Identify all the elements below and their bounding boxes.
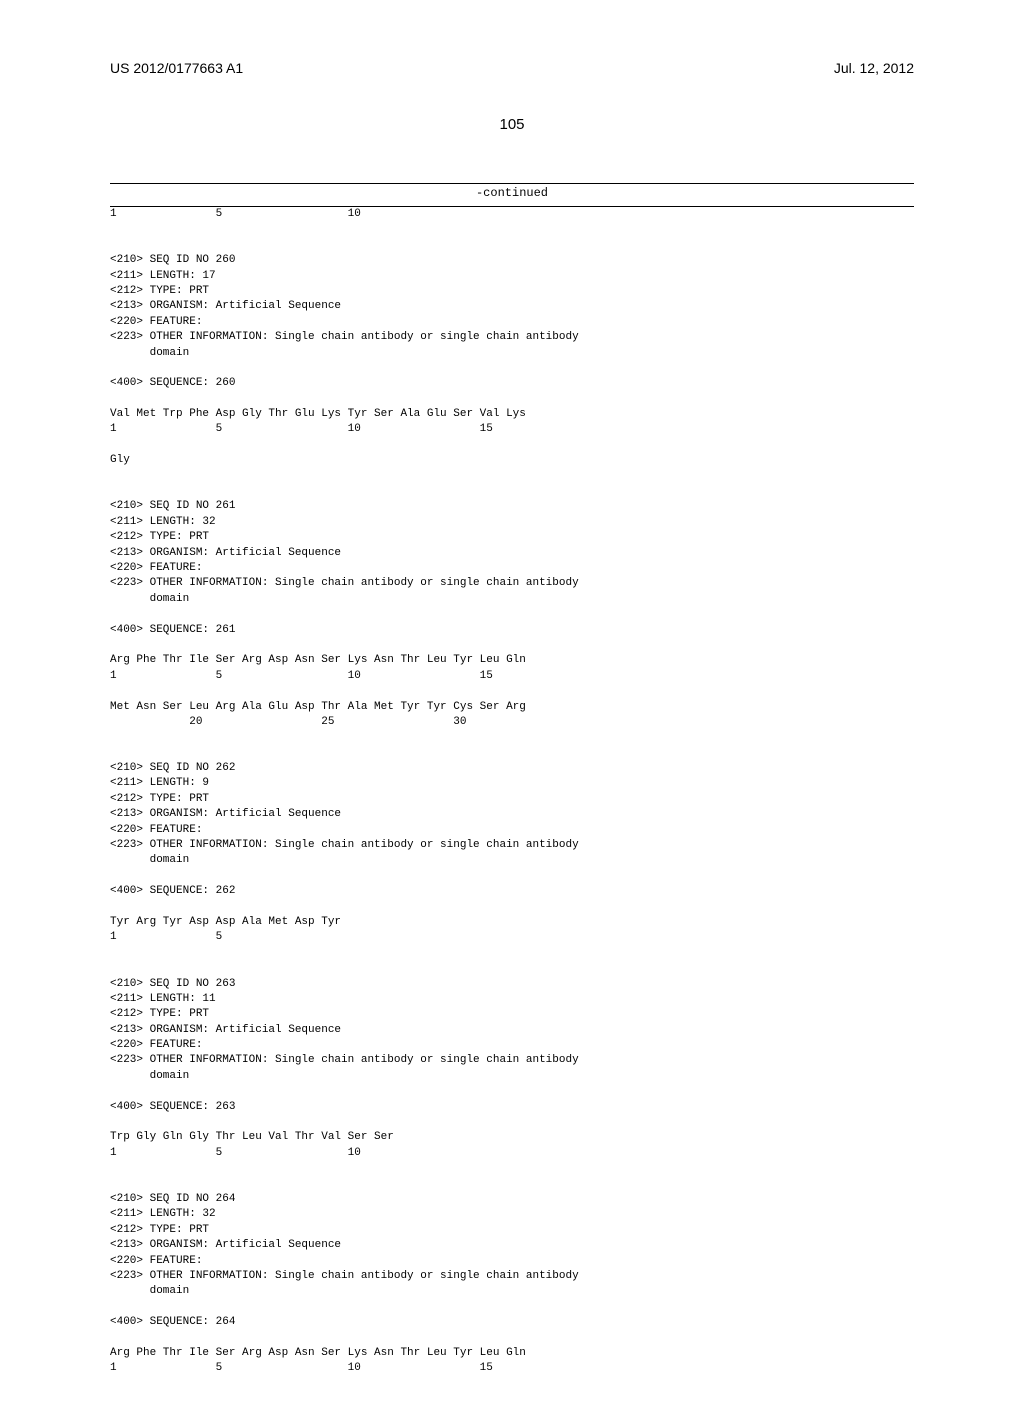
publication-date: Jul. 12, 2012 <box>834 60 914 76</box>
page-header: US 2012/0177663 A1 Jul. 12, 2012 <box>110 60 914 76</box>
publication-number: US 2012/0177663 A1 <box>110 60 243 76</box>
page-number: 105 <box>110 116 914 133</box>
sequence-listing: 1 5 10 <210> SEQ ID NO 260 <211> LENGTH:… <box>110 207 914 1377</box>
rule-top <box>110 183 914 184</box>
continued-label: -continued <box>110 186 914 204</box>
